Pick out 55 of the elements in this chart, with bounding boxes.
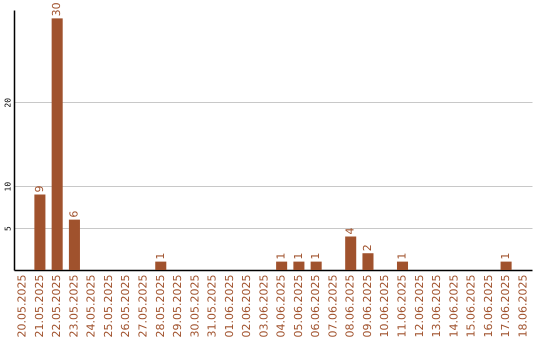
x-tick-label: 31.05.2025 [206,274,219,338]
x-tick-label: 17.06.2025 [499,274,512,338]
y-tick-label: 5 [4,226,12,231]
data-label: 1 [499,252,512,260]
x-tick-label: 28.05.2025 [154,274,167,338]
x-tick-label: 13.06.2025 [430,274,444,338]
bar [155,262,166,270]
bar [500,262,512,270]
x-tick-label: 20.05.2025 [16,274,29,338]
x-tick-label: 12.06.2025 [412,274,426,338]
x-tick-label: 26.05.2025 [119,274,132,338]
x-tick-label: 01.06.2025 [222,274,236,338]
x-tick-label: 24.05.2025 [84,274,98,338]
data-label: 1 [309,252,322,260]
x-tick-label: 21.05.2025 [32,274,46,338]
x-tick-label: 06.06.2025 [309,274,322,338]
bar [52,18,63,270]
data-label: 4 [344,227,357,234]
x-tick-label: 07.06.2025 [326,274,340,338]
data-label: 9 [32,186,46,193]
x-tick-label: 25.05.2025 [102,274,115,338]
x-tick-label: 11.06.2025 [396,274,408,338]
x-tick-label: 30.05.2025 [188,274,202,338]
bar [68,220,80,270]
bar [276,262,288,270]
bar [396,262,408,270]
x-tick-label: 09.06.2025 [360,274,374,338]
data-label: 30 [50,2,64,16]
bar [34,194,46,270]
y-tick-label: 20 [4,98,12,108]
data-label: 1 [396,252,408,260]
x-tick-label: 05.06.2025 [292,274,305,338]
data-label: 6 [67,210,80,218]
bar [362,253,374,270]
x-tick-label: 10.06.2025 [378,274,392,338]
data-label: 1 [274,252,288,260]
x-tick-label: 22.05.2025 [50,274,64,338]
x-tick-label: 23.05.2025 [67,274,80,338]
x-tick-label: 14.06.2025 [447,274,460,338]
x-tick-label: 16.06.2025 [482,274,495,338]
bar [293,262,304,270]
x-tick-label: 18.06.2025 [516,274,530,338]
data-label: 2 [360,244,374,252]
y-tick-label: 10 [4,182,12,192]
bar [310,262,322,270]
data-label: 1 [154,252,167,260]
x-tick-label: 02.06.2025 [240,274,254,338]
x-tick-label: 27.05.2025 [136,274,150,338]
x-tick-label: 08.06.2025 [344,274,357,338]
bar [345,236,356,270]
x-tick-label: 03.06.2025 [257,274,270,338]
x-tick-label: 04.06.2025 [274,274,288,338]
x-tick-label: 15.06.2025 [464,274,478,338]
data-label: 1 [292,252,305,260]
x-tick-label: 29.05.2025 [171,274,184,338]
